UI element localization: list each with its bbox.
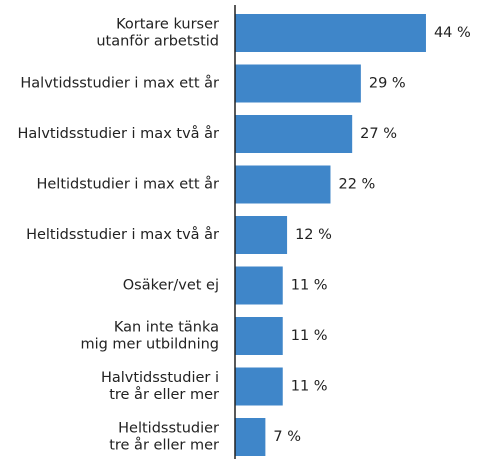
category-label: Halvtidsstudier i tre år eller mer (101, 370, 219, 403)
value-label: 11 % (291, 328, 328, 344)
category-label: Heltidstudier i max ett år (36, 176, 219, 193)
category-label: Heltidsstudier tre år eller mer (109, 421, 219, 454)
bar (235, 418, 266, 456)
value-label: 11 % (291, 379, 328, 395)
bar (235, 317, 283, 355)
bar (235, 14, 426, 52)
bar (235, 115, 353, 153)
bar (235, 165, 331, 204)
value-label: 44 % (434, 25, 471, 41)
value-label: 12 % (295, 227, 332, 243)
category-label: Kan inte tänka mig mer utbildning (80, 320, 219, 353)
category-label: Halvtidsstudier i max ett år (20, 75, 219, 92)
value-label: 7 % (273, 429, 301, 445)
bar (235, 266, 283, 305)
bar (235, 64, 361, 103)
category-label: Kortare kurser utanför arbetstid (96, 17, 219, 50)
value-label: 11 % (291, 278, 328, 294)
bar (235, 367, 283, 406)
value-label: 22 % (338, 177, 375, 193)
value-label: 27 % (360, 126, 397, 142)
value-label: 29 % (369, 76, 406, 92)
bar (235, 216, 288, 254)
category-label: Heltidsstudier i max två år (26, 226, 219, 243)
category-label: Osäker/vet ej (123, 278, 219, 294)
category-label: Halvtidsstudier i max två år (18, 125, 220, 142)
